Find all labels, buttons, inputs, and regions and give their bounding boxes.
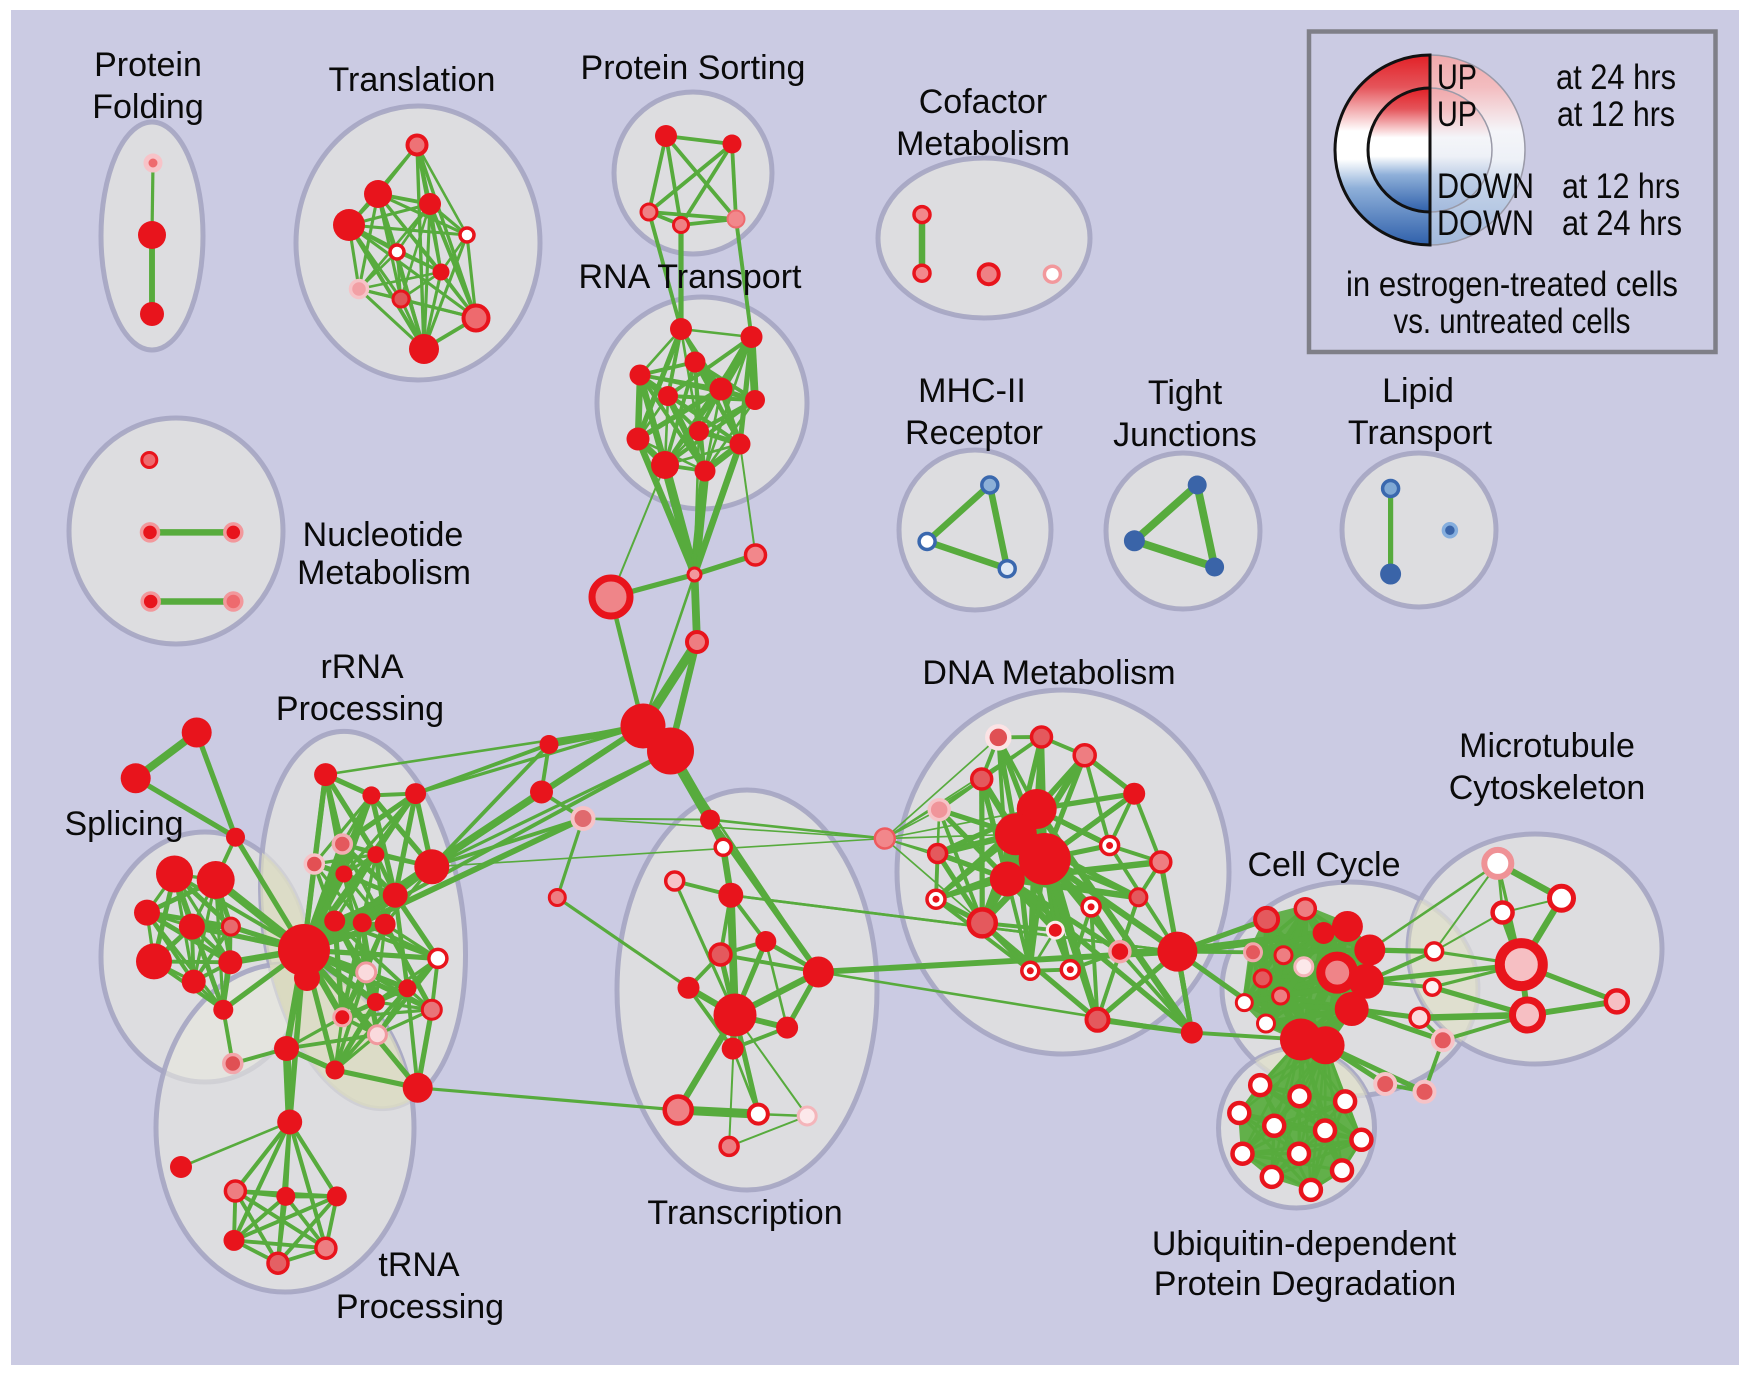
svg-text:Receptor: Receptor xyxy=(905,414,1043,452)
svg-text:Translation: Translation xyxy=(329,61,496,99)
svg-text:Folding: Folding xyxy=(92,88,204,126)
svg-text:Cofactor: Cofactor xyxy=(919,83,1048,121)
svg-text:Nucleotide: Nucleotide xyxy=(303,516,464,554)
svg-text:Splicing: Splicing xyxy=(64,805,183,843)
svg-text:DNA Metabolism: DNA Metabolism xyxy=(922,654,1175,692)
svg-text:Tight: Tight xyxy=(1148,374,1223,412)
svg-text:UP: UP xyxy=(1437,58,1477,97)
svg-text:Transport: Transport xyxy=(1348,414,1493,452)
svg-text:Ubiquitin-dependent: Ubiquitin-dependent xyxy=(1152,1225,1457,1263)
svg-text:DOWN: DOWN xyxy=(1437,204,1534,243)
svg-text:Cell Cycle: Cell Cycle xyxy=(1247,846,1400,884)
svg-text:vs. untreated cells: vs. untreated cells xyxy=(1394,302,1631,341)
svg-text:Processing: Processing xyxy=(276,690,444,728)
svg-text:Microtubule: Microtubule xyxy=(1459,727,1635,765)
svg-text:at 12 hrs: at 12 hrs xyxy=(1562,167,1680,206)
svg-text:Transcription: Transcription xyxy=(647,1194,842,1232)
svg-text:at 24 hrs: at 24 hrs xyxy=(1556,58,1676,97)
svg-text:Cytoskeleton: Cytoskeleton xyxy=(1449,769,1646,807)
svg-text:Metabolism: Metabolism xyxy=(896,125,1070,163)
svg-text:Processing: Processing xyxy=(336,1288,504,1326)
svg-text:UP: UP xyxy=(1437,95,1477,134)
svg-text:at 24 hrs: at 24 hrs xyxy=(1562,204,1682,243)
svg-text:Lipid: Lipid xyxy=(1382,372,1454,410)
svg-text:Protein Sorting: Protein Sorting xyxy=(581,49,806,87)
svg-text:tRNA: tRNA xyxy=(378,1246,460,1284)
svg-text:rRNA: rRNA xyxy=(320,648,403,686)
svg-text:at 12 hrs: at 12 hrs xyxy=(1557,95,1675,134)
svg-text:MHC-II: MHC-II xyxy=(918,372,1026,410)
svg-text:Protein: Protein xyxy=(94,46,202,84)
svg-text:Junctions: Junctions xyxy=(1113,416,1257,454)
svg-text:Protein Degradation: Protein Degradation xyxy=(1154,1265,1456,1303)
svg-text:Metabolism: Metabolism xyxy=(297,554,471,592)
svg-text:DOWN: DOWN xyxy=(1437,167,1534,206)
svg-text:RNA Transport: RNA Transport xyxy=(579,258,803,296)
svg-text:in estrogen-treated cells: in estrogen-treated cells xyxy=(1346,265,1678,304)
